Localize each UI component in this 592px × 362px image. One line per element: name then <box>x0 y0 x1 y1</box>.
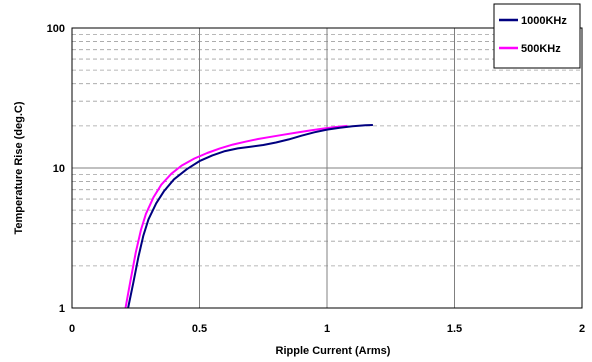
x-tick-labels: 0 0.5 1 1.5 2 <box>69 323 585 335</box>
series-line-1000KHz <box>127 124 373 309</box>
legend-label: 1000KHz <box>521 15 567 27</box>
series-layer <box>124 124 373 309</box>
series-line-500KHz <box>124 124 348 309</box>
legend-label: 500KHz <box>521 43 561 55</box>
x-tick-label: 2 <box>579 323 585 335</box>
y-tick-labels: 1 10 100 <box>47 23 65 315</box>
legend: 1000KHz 500KHz <box>493 3 581 69</box>
x-tick-label: 0 <box>69 323 75 335</box>
x-axis-label: Ripple Current (Arms) <box>276 345 391 357</box>
plot-border <box>71 27 583 309</box>
x-tick-label: 0.5 <box>192 323 207 335</box>
y-tick-label: 100 <box>47 23 65 35</box>
y-axis-label: Temperature Rise (deg.C) <box>13 101 25 234</box>
x-tick-label: 1 <box>324 323 330 335</box>
y-tick-label: 10 <box>53 163 65 175</box>
x-tick-label: 1.5 <box>447 323 462 335</box>
y-tick-label: 1 <box>59 303 65 315</box>
legend-box <box>493 3 581 69</box>
